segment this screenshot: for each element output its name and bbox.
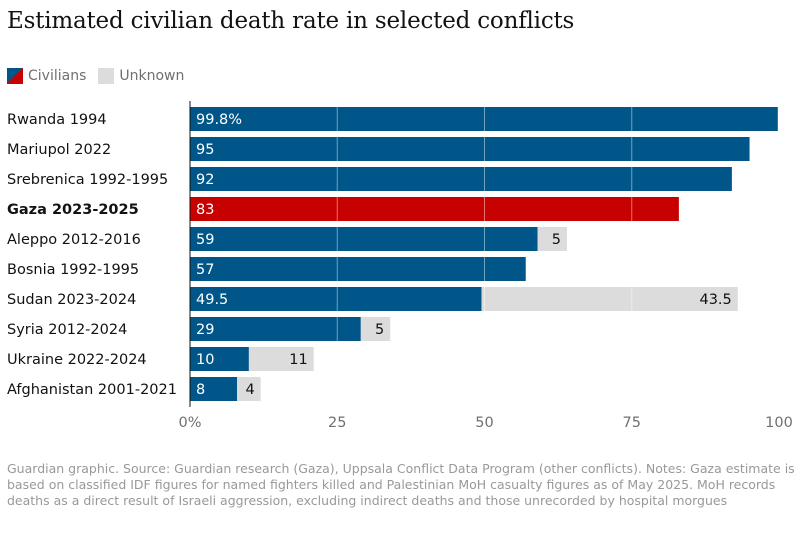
bar-unknown [481, 287, 738, 311]
footer-note: Guardian graphic. Source: Guardian resea… [7, 461, 795, 508]
category-label: Srebrenica 1992-1995 [7, 172, 168, 188]
bar-value-civilians: 8 [196, 382, 205, 398]
legend-item-unknown: Unknown [98, 68, 184, 84]
bar-unknown [537, 227, 567, 251]
x-tick-label: 100 [765, 415, 793, 431]
x-tick-label: 75 [623, 415, 641, 431]
category-label: Aleppo 2012-2016 [7, 232, 141, 248]
bar-civilians [190, 377, 238, 401]
bar-civilians [190, 137, 750, 161]
category-label: Bosnia 1992-1995 [7, 262, 139, 278]
bar-value-unknown: 5 [375, 322, 384, 338]
category-label: Ukraine 2022-2024 [7, 352, 147, 368]
bar-value-unknown: 4 [245, 382, 254, 398]
unknown-swatch [98, 68, 115, 84]
bar-value-civilians: 49.5 [196, 292, 228, 308]
bar-value-unknown: 5 [552, 232, 561, 248]
bar-civilians [190, 197, 679, 221]
bar-value-civilians: 83 [196, 202, 214, 218]
x-tick-label: 25 [328, 415, 346, 431]
bar-unknown [237, 377, 261, 401]
category-label: Gaza 2023-2025 [7, 202, 139, 218]
bar-value-civilians: 92 [196, 172, 214, 188]
category-label: Afghanistan 2001-2021 [7, 382, 177, 398]
category-label: Sudan 2023-2024 [7, 292, 136, 308]
x-tick-label: 50 [475, 415, 493, 431]
bar-value-civilians: 10 [196, 352, 214, 368]
bars-group [190, 107, 778, 401]
bar-value-civilians: 29 [196, 322, 214, 338]
civilians-swatch [7, 68, 23, 84]
legend: Civilians Unknown [7, 67, 196, 85]
chart-title: Estimated civilian death rate in selecte… [7, 8, 575, 34]
gridlines-group [189, 101, 780, 407]
bar-civilians [190, 287, 482, 311]
category-label: Syria 2012-2024 [7, 322, 127, 338]
bar-unknown [248, 347, 314, 371]
bar-value-civilians: 95 [196, 142, 214, 158]
category-label: Rwanda 1994 [7, 112, 107, 128]
category-label: Mariupol 2022 [7, 142, 111, 158]
bar-value-unknown: 43.5 [699, 292, 731, 308]
legend-item-civilians: Civilians [7, 68, 86, 84]
legend-label-civilians: Civilians [28, 68, 87, 84]
labels-group: Rwanda 1994 99.8% Mariupol 2022 95 Srebrenic… [7, 112, 793, 431]
bar-value-unknown: 11 [289, 352, 307, 368]
bar-value-civilians: 59 [196, 232, 214, 248]
bar-civilians [190, 347, 249, 371]
bar-civilians [190, 167, 732, 191]
bar-chart: Rwanda 1994 99.8% Mariupol 2022 95 Srebrenic… [7, 101, 793, 431]
x-tick-label: 0% [178, 415, 201, 431]
legend-label-unknown: Unknown [119, 68, 185, 84]
bar-value-civilians: 57 [196, 262, 214, 278]
bar-civilians [190, 317, 361, 341]
bar-civilians [190, 227, 538, 251]
bar-value-civilians: 99.8% [196, 112, 242, 128]
bar-civilians [190, 257, 526, 281]
bar-unknown [360, 317, 391, 341]
bar-civilians [190, 107, 778, 131]
